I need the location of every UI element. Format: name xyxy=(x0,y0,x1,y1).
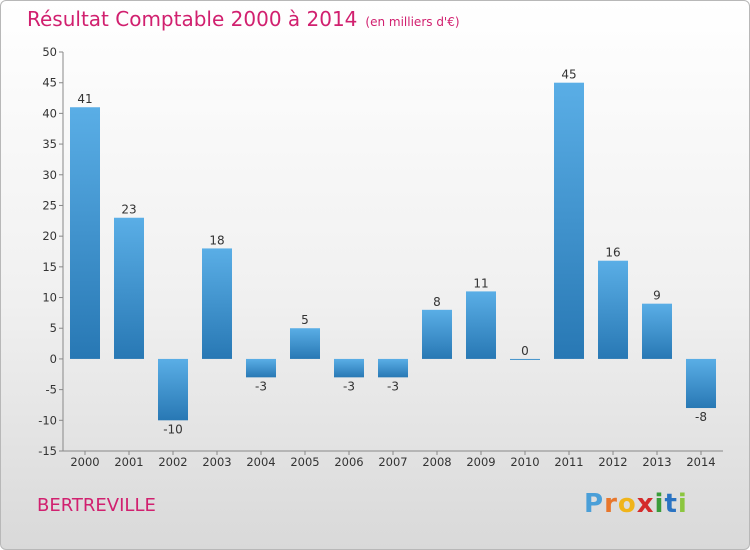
y-tick-label: 30 xyxy=(42,168,57,182)
data-label: 11 xyxy=(473,276,488,290)
data-label: 9 xyxy=(653,289,661,303)
logo-letter: t xyxy=(664,489,678,519)
x-tick-label: 2002 xyxy=(158,455,187,469)
bar xyxy=(466,291,496,359)
data-label: 0 xyxy=(521,344,529,358)
data-label: 18 xyxy=(209,233,224,247)
x-tick-label: 2014 xyxy=(686,455,715,469)
bar xyxy=(70,107,100,359)
chart-title: Résultat Comptable 2000 à 2014 (en millie… xyxy=(27,7,460,31)
x-tick-label: 2005 xyxy=(290,455,319,469)
bar xyxy=(598,260,628,359)
bar xyxy=(554,82,584,359)
data-label: 8 xyxy=(433,295,441,309)
title-text: Résultat Comptable 2000 à 2014 xyxy=(27,7,358,31)
bar xyxy=(510,358,540,360)
x-tick-label: 2011 xyxy=(554,455,583,469)
y-tick-label: 45 xyxy=(42,76,57,90)
data-label: -3 xyxy=(343,379,355,393)
y-tick-label: 10 xyxy=(42,291,57,305)
bar xyxy=(290,328,320,359)
commune-name: BERTREVILLE xyxy=(37,495,156,516)
logo-letter: o xyxy=(617,489,637,519)
y-tick-label: -5 xyxy=(46,383,57,397)
x-tick-label: 2004 xyxy=(246,455,275,469)
y-tick-label: 0 xyxy=(50,352,57,366)
x-tick-label: 2012 xyxy=(598,455,627,469)
x-tick-label: 2010 xyxy=(510,455,539,469)
x-tick-label: 2003 xyxy=(202,455,231,469)
y-tick-label: 35 xyxy=(42,137,57,151)
proxiti-logo: Proxiti xyxy=(584,489,688,519)
data-label: 41 xyxy=(77,92,92,106)
bar xyxy=(114,217,144,359)
x-tick-label: 2013 xyxy=(642,455,671,469)
y-tick-label: -15 xyxy=(38,444,57,458)
data-label: 45 xyxy=(561,68,576,82)
x-tick-label: 2006 xyxy=(334,455,363,469)
x-tick-label: 2000 xyxy=(70,455,99,469)
data-label: -8 xyxy=(695,410,707,424)
x-tick-label: 2007 xyxy=(378,455,407,469)
x-tick-label: 2001 xyxy=(114,455,143,469)
bar xyxy=(334,358,364,378)
logo-letter: i xyxy=(677,489,688,519)
y-tick-label: -10 xyxy=(38,413,57,427)
data-label: 16 xyxy=(605,246,620,260)
x-tick-label: 2008 xyxy=(422,455,451,469)
data-label: -3 xyxy=(255,379,267,393)
y-tick-label: 5 xyxy=(50,321,57,335)
x-tick-label: 2009 xyxy=(466,455,495,469)
data-label: -3 xyxy=(387,379,399,393)
y-tick-label: 20 xyxy=(42,229,57,243)
data-label: 23 xyxy=(121,203,136,217)
logo-letter: i xyxy=(654,489,665,519)
logo-letter: x xyxy=(636,489,655,519)
y-tick-label: 50 xyxy=(42,45,57,59)
bar xyxy=(202,248,232,359)
y-tick-label: 15 xyxy=(42,260,57,274)
data-label: -10 xyxy=(163,422,183,436)
chart-subtitle: (en milliers d'€) xyxy=(365,15,460,29)
data-label: 5 xyxy=(301,313,309,327)
y-tick-label: 25 xyxy=(42,198,57,212)
bar xyxy=(158,358,188,421)
bar xyxy=(686,358,716,409)
bar xyxy=(378,358,408,378)
logo-letter: P xyxy=(584,489,605,519)
bar xyxy=(422,309,452,359)
y-tick-label: 40 xyxy=(42,106,57,120)
bar xyxy=(642,303,672,359)
bar xyxy=(246,358,276,378)
logo-letter: r xyxy=(604,489,618,519)
